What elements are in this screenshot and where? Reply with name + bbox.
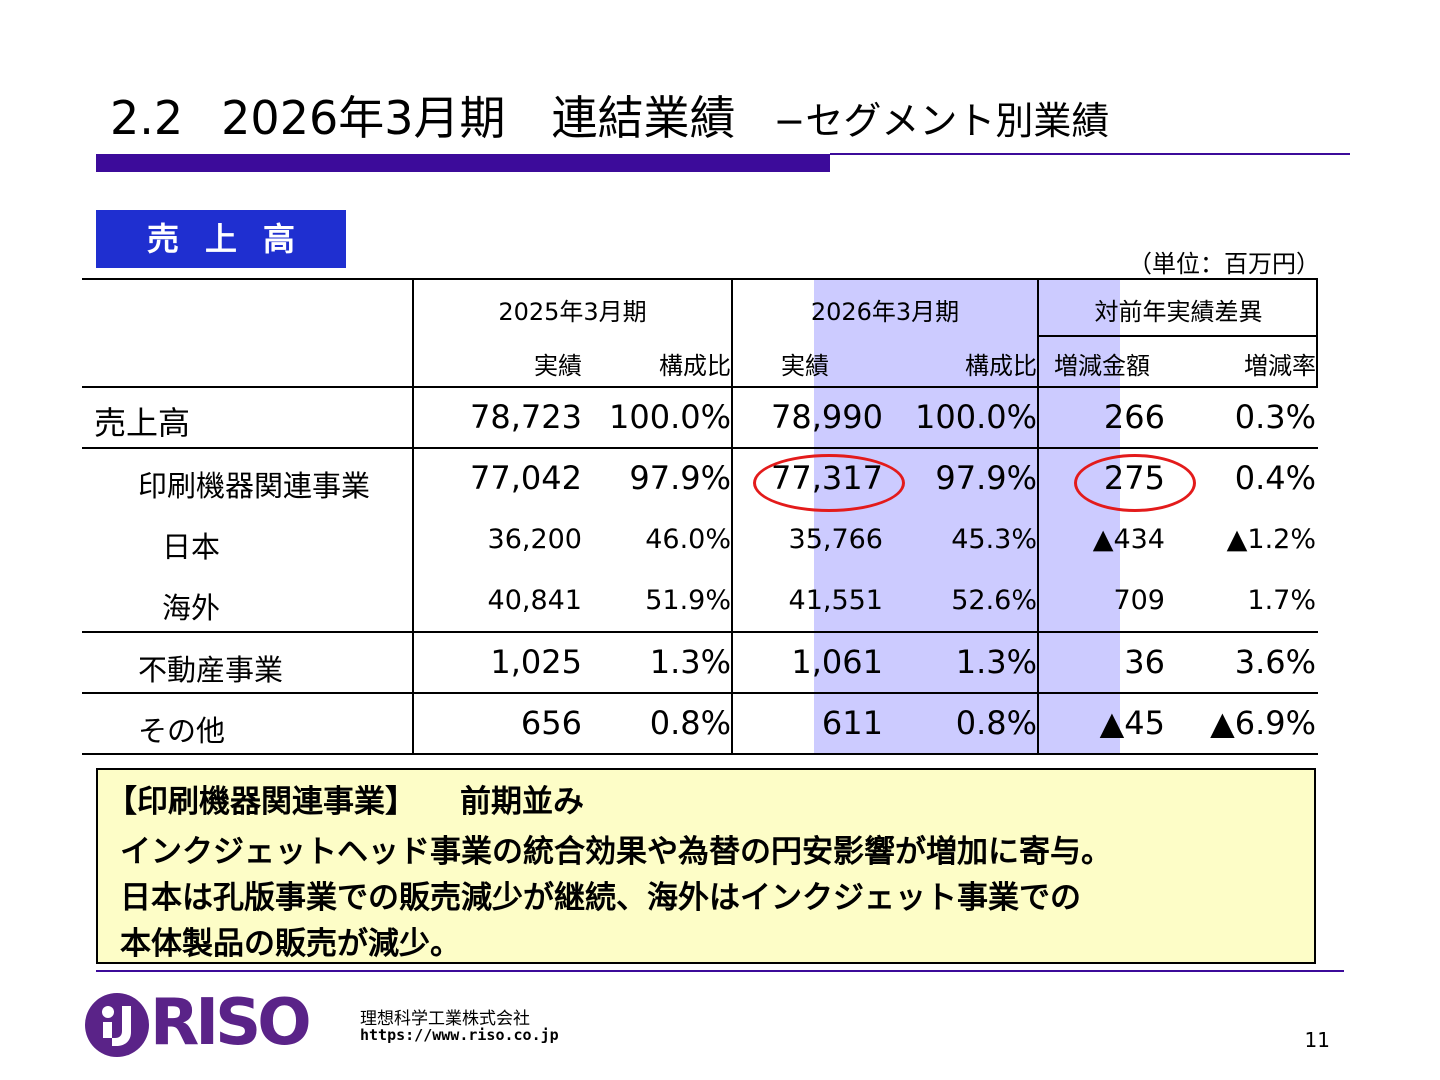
table-cell: 266 <box>1103 398 1165 436</box>
fy2026-highlight <box>814 278 1120 754</box>
subheader-ratio: 構成比 <box>659 352 731 380</box>
title-main: 2026年3月期 連結業績 <box>221 91 736 145</box>
row-label-overseas: 海外 <box>162 591 221 625</box>
commentary-heading: 【印刷機器関連事業】 前期並み <box>106 776 584 821</box>
title-subtitle: −セグメント別業績 <box>773 99 1110 143</box>
table-cell: 97.9% <box>935 459 1037 497</box>
table-cell: 1.3% <box>649 643 731 681</box>
table-cell: 709 <box>1113 585 1165 616</box>
title-underline-thin <box>830 153 1350 155</box>
table-cell: 45.3% <box>951 524 1037 555</box>
subheader-change-rate: 増減率 <box>1244 352 1316 380</box>
table-cell: 77,042 <box>470 459 582 497</box>
table-cell: 40,841 <box>487 585 582 616</box>
table-cell: 52.6% <box>951 585 1037 616</box>
subheader-change-amount: 増減金額 <box>1054 352 1150 380</box>
table-cell: 0.8% <box>649 704 731 742</box>
header-fy2025: 2025年3月期 <box>498 298 647 326</box>
column-divider <box>1037 278 1039 755</box>
row-label-other: その他 <box>138 714 226 748</box>
subheader-actual: 実績 <box>781 352 829 380</box>
header-yoy-diff: 対前年実績差異 <box>1094 298 1263 326</box>
header-divider <box>1038 335 1318 337</box>
subheader-ratio: 構成比 <box>965 352 1037 380</box>
row-divider <box>82 631 1318 633</box>
row-label-real-estate: 不動産事業 <box>138 653 284 687</box>
table-cell: 0.3% <box>1234 398 1316 436</box>
table-cell: 100.0% <box>608 398 731 436</box>
company-name: 理想科学工業株式会社 <box>360 1009 530 1029</box>
table-cell: 0.4% <box>1234 459 1316 497</box>
commentary-line: インクジェットヘッド事業の統合効果や為替の円安影響が増加に寄与。 <box>120 834 1112 870</box>
table-cell: 78,990 <box>771 398 883 436</box>
commentary-line: 日本は孔版事業での販売減少が継続、海外はインクジェット事業での <box>120 880 1081 916</box>
table-cell: 0.8% <box>955 704 1037 742</box>
section-number: 2.2 <box>110 91 184 145</box>
riso-logo-text: RISO <box>150 986 312 1060</box>
riso-logo-mark <box>85 993 149 1057</box>
commentary-box: 【印刷機器関連事業】 前期並み インクジェットヘッド事業の統合効果や為替の円安影響… <box>96 768 1316 964</box>
row-label-japan: 日本 <box>162 530 221 564</box>
unit-label: （単位：百万円） <box>1128 250 1320 278</box>
table-cell: 78,723 <box>470 398 582 436</box>
title-underline-thick <box>96 154 830 172</box>
subheader-actual: 実績 <box>534 352 582 380</box>
table-cell: ▲6.9% <box>1210 704 1316 742</box>
company-url[interactable]: https://www.riso.co.jp <box>360 1026 559 1044</box>
table-cell: 36 <box>1124 643 1165 681</box>
table-cell: 46.0% <box>645 524 731 555</box>
row-divider <box>82 692 1318 694</box>
table-cell: 1,025 <box>490 643 582 681</box>
column-divider <box>412 278 414 755</box>
highlight-circle <box>1074 454 1196 512</box>
row-label-sales: 売上高 <box>94 404 191 442</box>
page-title: 2.2 2026年3月期 連結業績 −セグメント別業績 <box>110 88 1109 148</box>
header-fy2026: 2026年3月期 <box>810 298 960 326</box>
table-cell: 35,766 <box>788 524 883 555</box>
table-cell: ▲45 <box>1099 704 1165 742</box>
table-cell: 97.9% <box>629 459 731 497</box>
section-label: 売上高 <box>96 210 346 268</box>
column-divider <box>731 278 733 755</box>
commentary-segment: 【印刷機器関連事業】 <box>106 784 416 820</box>
page-number: 11 <box>1304 1028 1330 1052</box>
footer-divider <box>96 970 1344 972</box>
table-cell: 3.6% <box>1234 643 1316 681</box>
row-divider <box>82 447 1318 449</box>
table-cell: 36,200 <box>487 524 582 555</box>
table-cell: 611 <box>821 704 883 742</box>
commentary-summary: 前期並み <box>460 784 584 820</box>
table-cell: 1.3% <box>955 643 1037 681</box>
table-right-border <box>1316 278 1318 388</box>
table-bottom-border <box>82 753 1318 755</box>
row-label-printing: 印刷機器関連事業 <box>138 469 371 503</box>
highlight-circle <box>753 454 905 512</box>
table-cell: 1.7% <box>1247 585 1316 616</box>
table-cell: 1,061 <box>791 643 883 681</box>
table-cell: 51.9% <box>645 585 731 616</box>
header-bottom-border <box>82 386 1318 388</box>
table-cell: 41,551 <box>788 585 883 616</box>
table-cell: 100.0% <box>914 398 1037 436</box>
commentary-line: 本体製品の販売が減少。 <box>120 926 461 962</box>
table-cell: ▲434 <box>1092 524 1165 555</box>
table-cell: ▲1.2% <box>1226 524 1316 555</box>
sales-table: 2025年3月期 2026年3月期 対前年実績差異 実績 構成比 実績 構成比 … <box>82 278 1318 756</box>
table-cell: 656 <box>520 704 582 742</box>
table-top-border <box>82 278 1318 280</box>
